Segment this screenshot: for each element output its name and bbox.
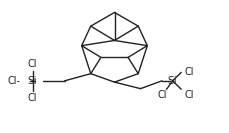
Text: Cl-: Cl- [7,76,20,86]
Text: Cl: Cl [184,90,194,100]
Text: Cl: Cl [28,93,37,103]
Text: Cl: Cl [184,67,194,77]
Text: Si: Si [28,76,37,86]
Text: Cl: Cl [28,59,37,69]
Text: Si: Si [168,76,177,86]
Text: Cl: Cl [157,90,167,100]
